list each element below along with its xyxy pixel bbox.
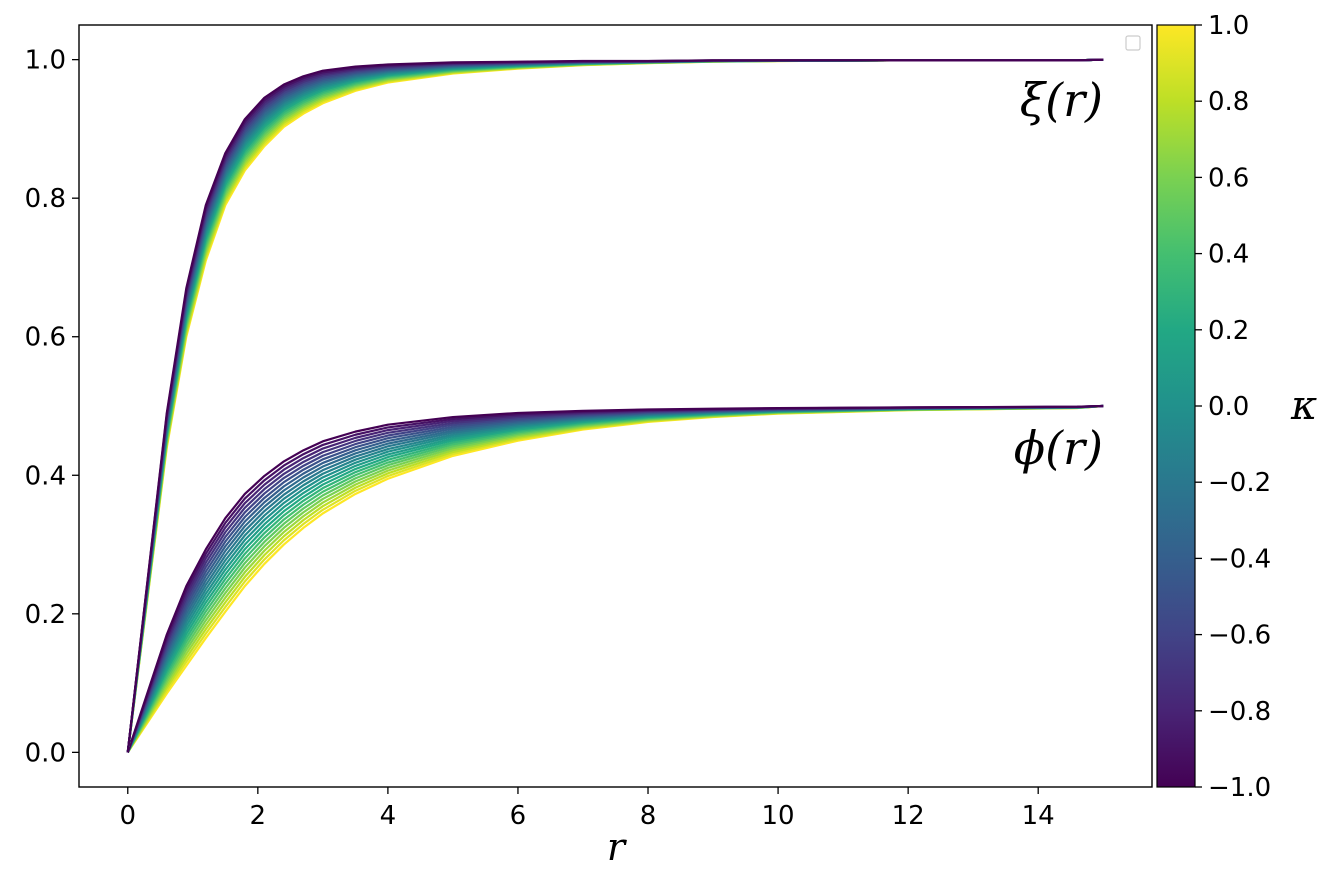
y-tick-label: 0.8 [25, 184, 66, 214]
xi-series-line [126, 58, 1104, 753]
xi-series-line [126, 58, 1104, 753]
x-tick-label: 8 [640, 801, 657, 831]
phi-series-line [126, 404, 1104, 753]
colorbar-tick-label: −0.4 [1208, 544, 1271, 574]
x-tick-label: 12 [892, 801, 925, 831]
phi-series-line [126, 404, 1104, 753]
xi-series-line [126, 58, 1104, 753]
xi-series-line [126, 58, 1104, 753]
colorbar-tick-label: 0.0 [1208, 392, 1249, 422]
phi-series-line [126, 404, 1104, 753]
colorbar-tick-label: 0.8 [1208, 87, 1249, 117]
y-tick-label: 0.0 [25, 738, 66, 768]
xi-series-line [126, 58, 1104, 753]
x-tick-label: 6 [510, 801, 527, 831]
phi-series-line [126, 404, 1104, 753]
phi-series-line [126, 404, 1104, 753]
y-tick-label: 0.2 [25, 600, 66, 630]
xi-series-line [126, 58, 1104, 753]
xi-series-line [126, 58, 1104, 753]
colorbar-tick-label: 0.2 [1208, 316, 1249, 346]
phi-series-line [126, 404, 1104, 753]
x-axis-label: r [607, 825, 628, 869]
phi-series-line [126, 404, 1104, 753]
phi-series-line [126, 404, 1104, 753]
plot-frame [78, 24, 1153, 788]
y-tick-label: 0.4 [25, 461, 66, 491]
colorbar-tick-label: 1.0 [1208, 11, 1249, 41]
phi-series-line [126, 404, 1104, 753]
colorbar-tick-label: −0.8 [1208, 697, 1271, 727]
phi-series-line [126, 404, 1104, 753]
colorbar-tick-label: −0.6 [1208, 621, 1271, 651]
xi-series-line [126, 58, 1104, 753]
phi-series-line [126, 404, 1104, 753]
y-axis: 0.0 0.2 0.4 0.6 0.8 1.0 [25, 46, 79, 768]
phi-series-line [126, 404, 1104, 753]
x-tick-label: 0 [119, 801, 136, 831]
xi-series-line [126, 58, 1104, 753]
annotation-xi: ξ(r) [1020, 73, 1103, 127]
xi-series-line [126, 58, 1104, 753]
colorbar-tick-label: 0.4 [1208, 240, 1249, 270]
xi-series-line [126, 58, 1104, 753]
colorbar [1156, 24, 1196, 788]
xi-series-line [126, 58, 1104, 753]
xi-series-line [126, 58, 1104, 753]
colorbar-tick-label: −0.2 [1208, 468, 1271, 498]
legend-box [1125, 35, 1141, 51]
y-tick-label: 0.6 [25, 323, 66, 353]
colorbar-label: κ [1290, 383, 1317, 429]
xi-series-line [126, 58, 1104, 753]
colorbar-tick-label: −1.0 [1208, 773, 1271, 803]
x-tick-label: 10 [762, 801, 795, 831]
phi-series-line [126, 404, 1104, 753]
xi-series-line [126, 58, 1104, 753]
xi-series-line [126, 58, 1104, 753]
phi-series-line [126, 404, 1104, 753]
phi-series-line [126, 404, 1104, 753]
xi-series-line [126, 58, 1104, 753]
series-lines [126, 58, 1104, 753]
x-tick-label: 14 [1022, 801, 1055, 831]
xi-series-line [126, 58, 1104, 753]
xi-series-line [126, 58, 1104, 753]
x-tick-label: 2 [250, 801, 267, 831]
phi-series-line [126, 404, 1104, 753]
x-tick-label: 4 [380, 801, 397, 831]
colorbar-tick-label: 0.6 [1208, 163, 1249, 193]
phi-series-line [126, 404, 1104, 753]
x-axis: 0 2 4 6 8 10 12 14 [119, 787, 1055, 831]
phi-series-line [126, 404, 1104, 753]
phi-series-line [126, 404, 1104, 753]
phi-series-line [126, 404, 1104, 753]
y-tick-label: 1.0 [25, 46, 66, 76]
colorbar-ticks: 1.0 0.8 0.6 0.4 0.2 0.0 −0.2 −0.4 −0.6 −0.8 −1.0 [1195, 11, 1271, 803]
xi-series-line [126, 58, 1104, 753]
xi-series-line [126, 58, 1104, 753]
phi-series-line [126, 404, 1104, 753]
annotation-phi: ϕ(r) [1014, 421, 1103, 475]
